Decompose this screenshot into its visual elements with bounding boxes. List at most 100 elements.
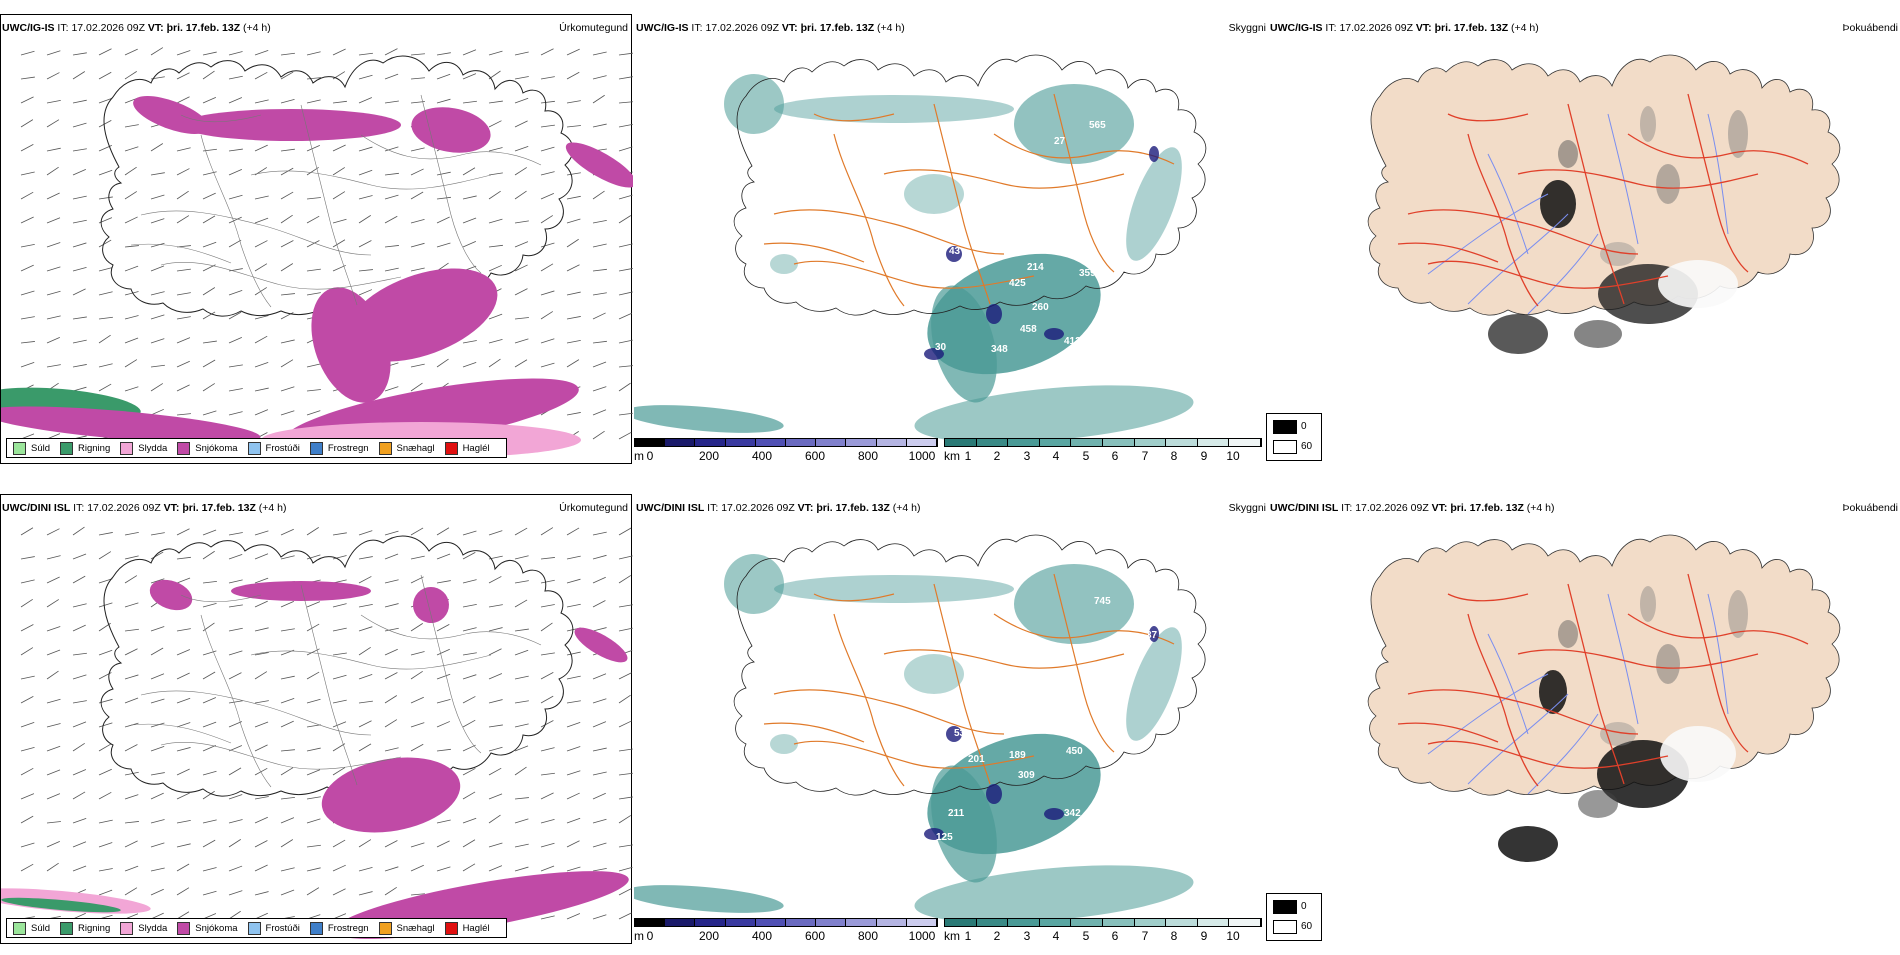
cloud-base-tick: 200 [698, 449, 720, 463]
wind-barb [410, 147, 425, 152]
wind-barb [228, 148, 243, 152]
wind-barb [384, 866, 399, 872]
wind-barb [514, 843, 529, 848]
legend-item: Haglél [444, 441, 490, 455]
wind-barb [436, 73, 451, 80]
wind-barb [280, 749, 295, 752]
road-line [130, 723, 232, 744]
wind-barb [124, 245, 139, 248]
wind-barb [280, 240, 294, 248]
wind-barb [592, 747, 607, 752]
wind-barb [488, 147, 503, 152]
wind-barb [124, 191, 138, 200]
wind-barb [228, 890, 243, 896]
road-line [793, 260, 1035, 289]
wind-barb [592, 94, 605, 104]
wind-barb [124, 386, 139, 392]
coastline [733, 54, 1207, 316]
it-label: IT: [691, 22, 703, 34]
visibility-value-label: 309 [1018, 770, 1035, 781]
fog-area [1728, 110, 1748, 158]
wind-barb [124, 771, 139, 776]
fog-area [1656, 164, 1680, 204]
wind-barb [540, 263, 554, 272]
wind-barb [98, 768, 112, 776]
wind-barb [46, 745, 61, 752]
wind-barb [540, 604, 555, 608]
wind-barb [514, 241, 529, 248]
wind-barb [384, 48, 398, 56]
wind-barb [228, 650, 243, 656]
road-line [763, 722, 865, 743]
wind-barb [98, 842, 113, 848]
wind-barb [540, 48, 554, 56]
visibility-tick: 9 [1200, 929, 1208, 943]
visibility-value-label: 342 [1064, 808, 1081, 819]
visibility-value-label: 53 [954, 728, 966, 739]
wind-barb [72, 575, 86, 584]
wind-barb [150, 242, 165, 248]
legend-label: Snjókoma [195, 442, 238, 454]
wind-barb [254, 240, 268, 248]
wind-barb [228, 700, 243, 704]
wind-barb [488, 218, 503, 224]
wind-barb [202, 867, 217, 872]
panel-header: UWC/IG-IS IT: 17.02.2026 09Z VT: þri. 17… [636, 22, 905, 34]
legend-label: Frostúði [265, 442, 300, 454]
wind-barb [150, 143, 164, 152]
wind-barb [306, 844, 321, 848]
wind-barb [618, 772, 633, 776]
wind-barb [72, 242, 87, 248]
cloud-base-bar [634, 438, 938, 447]
wind-barb [332, 743, 346, 752]
wind-barb [436, 580, 451, 584]
wind-barb [150, 218, 165, 224]
forecast-row-ig: UWC/IG-IS IT: 17.02.2026 09Z VT: þri. 17… [0, 0, 1900, 475]
legend-swatch [177, 921, 191, 935]
wind-barb [462, 73, 477, 80]
wind-barb [618, 694, 631, 704]
wind-barb [306, 601, 321, 608]
wind-barb [514, 220, 529, 224]
low-visibility-area [931, 765, 997, 883]
wind-barb [20, 675, 35, 680]
wind-barb [618, 268, 633, 272]
low-visibility-area [724, 554, 784, 614]
wind-barb [566, 264, 580, 272]
wind-barb [46, 862, 59, 872]
precip-map [0, 494, 633, 944]
wind-barb [384, 553, 399, 560]
wind-barb [618, 912, 632, 920]
wind-barb [20, 316, 35, 320]
wind-barb [202, 171, 217, 176]
wind-barb [566, 603, 581, 608]
cloud-base-colorbar: m 0 200 400 600 800 1000 [634, 438, 938, 463]
visibility-value-label: 260 [1032, 302, 1049, 313]
wind-barb [20, 264, 34, 272]
road-line [160, 262, 402, 290]
wind-barb [540, 124, 555, 128]
road-line [250, 650, 492, 670]
wind-barb [228, 579, 243, 584]
wind-barb [20, 747, 35, 752]
wind-barb [618, 146, 633, 152]
wind-barb [592, 554, 607, 560]
wind-barb [332, 839, 346, 848]
visibility-tick: 4 [1052, 929, 1060, 943]
road-line [1447, 113, 1529, 122]
visibility-tick: 5 [1082, 449, 1090, 463]
coastline [100, 535, 574, 797]
wind-barb [332, 532, 347, 536]
wind-barb [358, 720, 372, 728]
road-line [360, 134, 542, 166]
wind-barb [566, 913, 581, 920]
legend-item: Slydda [120, 441, 168, 455]
wind-barb [592, 361, 607, 368]
wind-barb [462, 719, 476, 728]
legend-label: Slydda [138, 442, 168, 454]
wind-barb [228, 411, 243, 416]
wind-barb [228, 75, 243, 80]
legend-item: Frostúði [247, 921, 300, 935]
wind-barb [514, 527, 528, 536]
low-visibility-area [1126, 147, 1182, 261]
